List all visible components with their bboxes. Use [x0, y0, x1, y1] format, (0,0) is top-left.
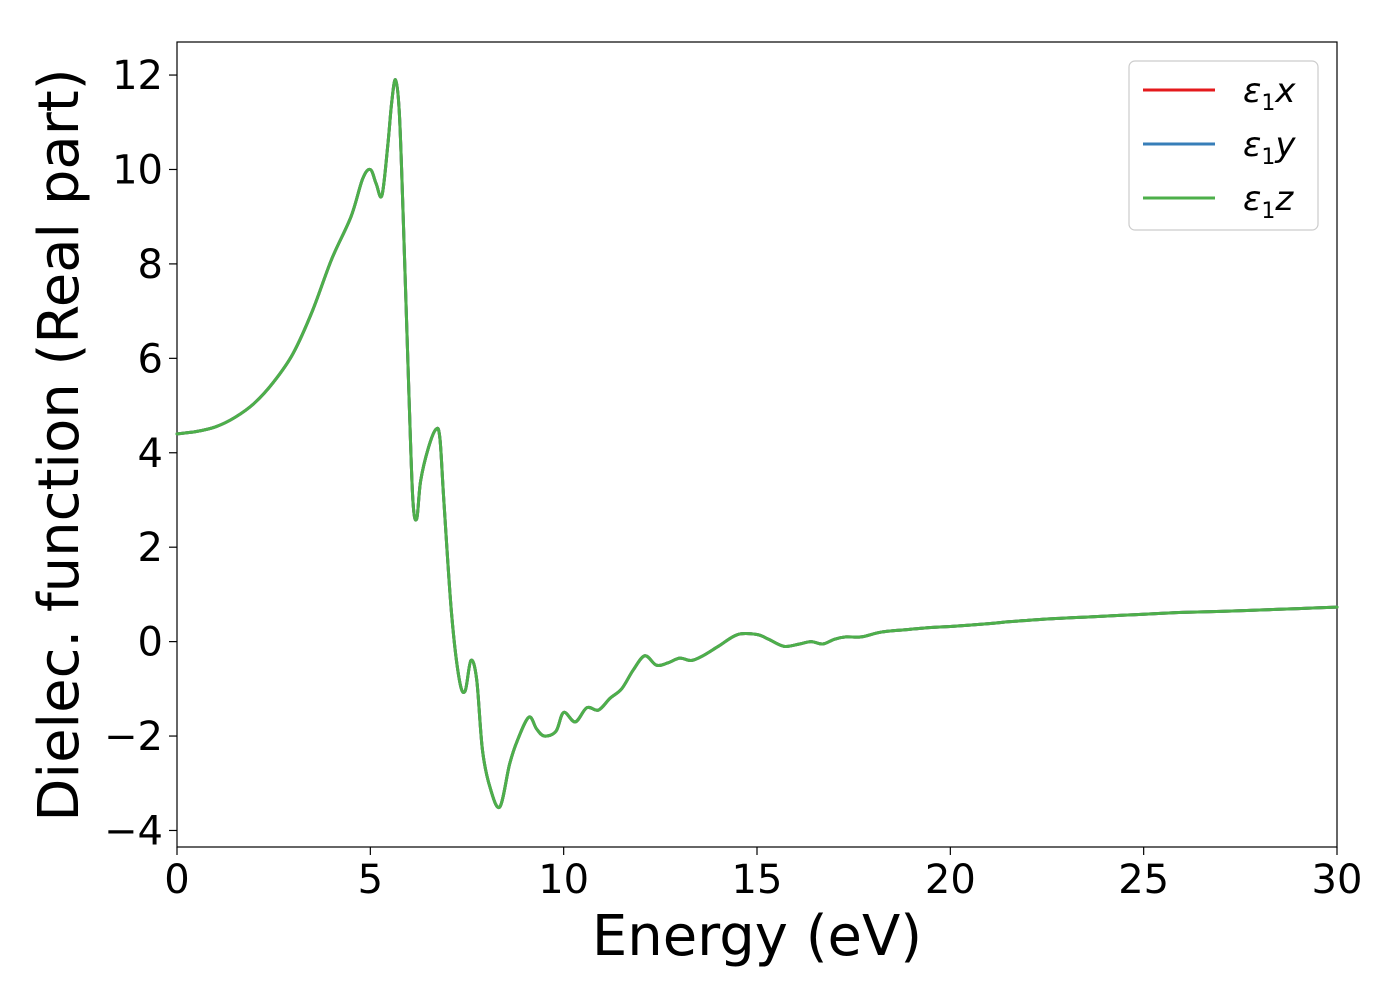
y-tick-label: 6 — [138, 336, 163, 382]
y-tick-label: −2 — [104, 714, 163, 760]
y-tick-label: 12 — [112, 53, 163, 99]
y-tick-label: 8 — [138, 242, 163, 288]
x-tick-label: 20 — [925, 857, 976, 903]
series-line-z — [175, 78, 1339, 810]
y-tick-label: −4 — [104, 808, 163, 854]
x-tick-label: 15 — [732, 857, 783, 903]
legend-box — [1128, 60, 1319, 231]
x-tick-label: 5 — [358, 857, 383, 903]
legend-label-z: ε1z — [1243, 179, 1294, 224]
x-axis: 0 5 10 15 20 25 30 — [164, 847, 1362, 903]
x-tick-label: 0 — [164, 857, 189, 903]
y-tick-label: 2 — [138, 525, 163, 571]
y-axis-title: Dielec. function (Real part) — [27, 68, 92, 821]
y-tick-label: 4 — [138, 431, 163, 477]
series-lines — [175, 78, 1339, 810]
x-tick-label: 10 — [538, 857, 589, 903]
legend-label-y: ε1y — [1243, 125, 1296, 170]
y-tick-label: 0 — [138, 620, 163, 666]
x-tick-label: 30 — [1312, 857, 1363, 903]
x-tick-label: 25 — [1118, 857, 1169, 903]
y-tick-label: 10 — [112, 147, 163, 193]
legend-label-x: ε1x — [1243, 71, 1296, 116]
x-axis-title: Energy (eV) — [592, 904, 922, 969]
y-axis: −4 −2 0 2 4 6 8 10 12 — [104, 53, 177, 854]
legend: ε1x ε1y ε1z — [1128, 60, 1319, 231]
